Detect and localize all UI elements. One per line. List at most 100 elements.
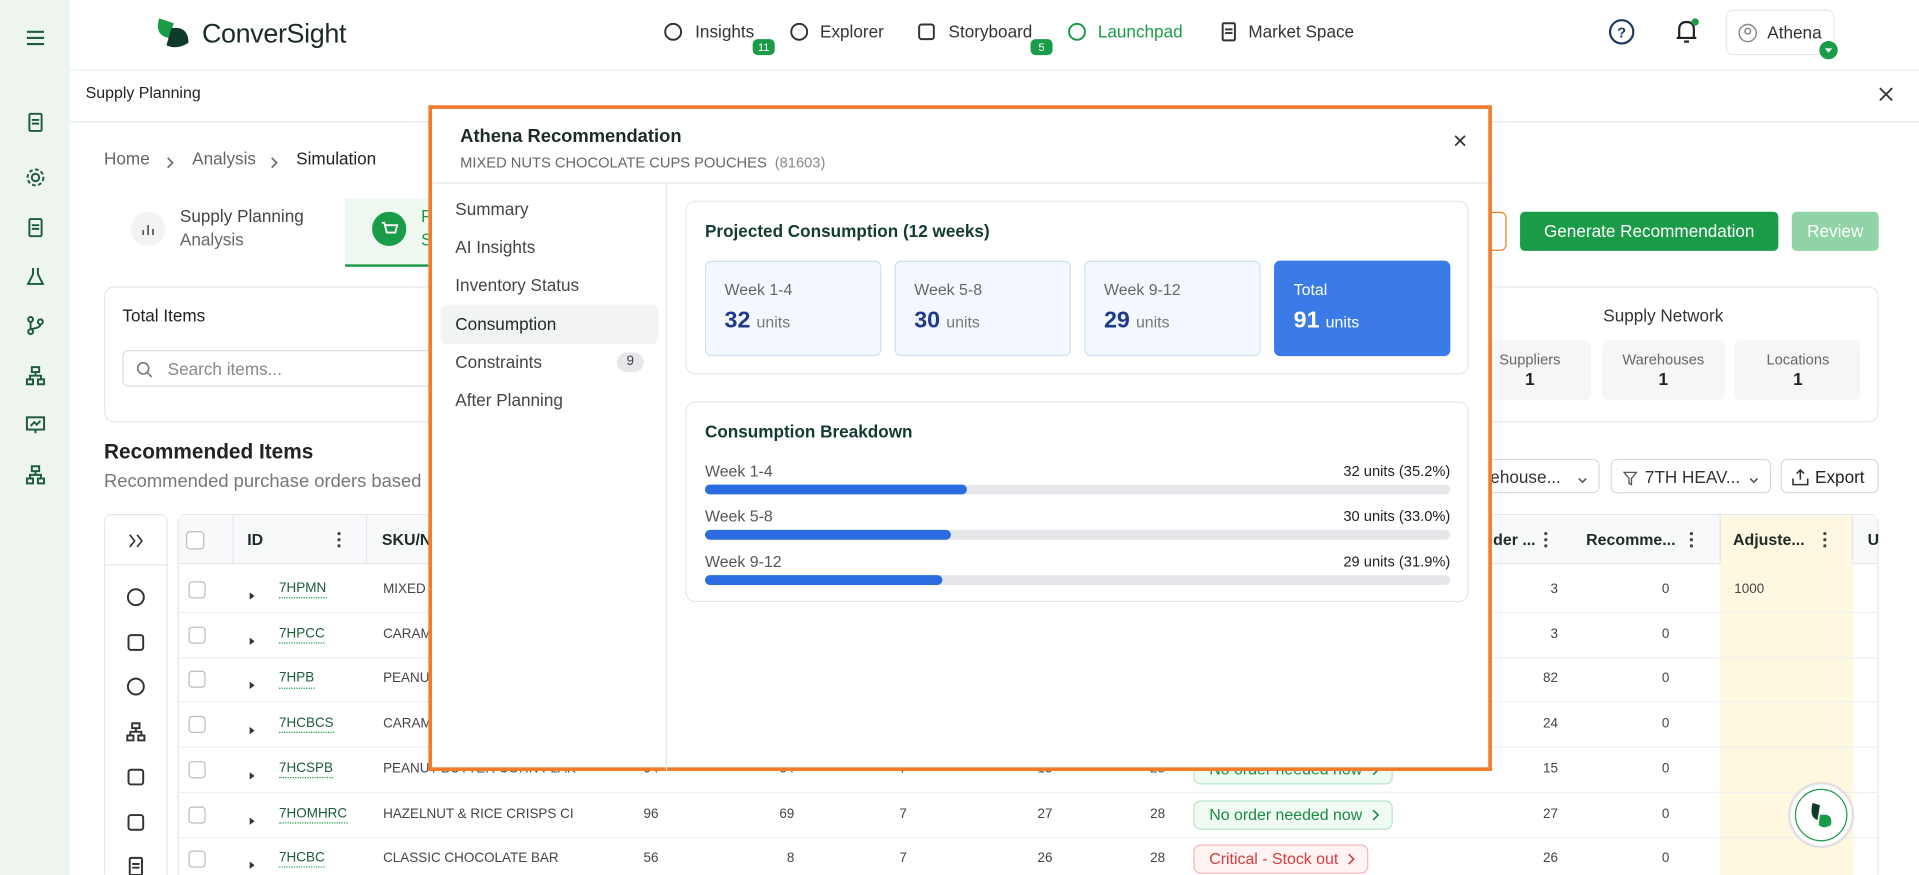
- row-id[interactable]: 7HPB: [279, 671, 315, 689]
- icon-part: [126, 678, 145, 696]
- modal-nav-item[interactable]: After Planning: [455, 389, 563, 410]
- row-expand[interactable]: [248, 630, 255, 645]
- icon[interactable]: [24, 315, 46, 337]
- icon[interactable]: [125, 631, 147, 653]
- chevron: [1372, 808, 1380, 820]
- row-expand[interactable]: [248, 765, 255, 780]
- row-checkbox[interactable]: [188, 805, 206, 824]
- row-sku: CLASSIC CHOCOLATE BAR: [383, 851, 559, 866]
- row-expand[interactable]: [248, 585, 255, 600]
- icon-part: [1792, 468, 1809, 486]
- row-checkbox[interactable]: [188, 850, 206, 868]
- bell-icon[interactable]: [1673, 17, 1700, 46]
- row-checkbox[interactable]: [188, 581, 206, 599]
- icon-part: [249, 816, 255, 825]
- nav-item[interactable]: Market Space: [1248, 21, 1355, 42]
- icon[interactable]: [125, 676, 147, 698]
- row-cell: 28: [1150, 851, 1166, 866]
- user-menu[interactable]: Athena: [1725, 9, 1835, 56]
- status-pill[interactable]: Critical - Stock out: [1193, 844, 1369, 875]
- nav-badge: 11: [757, 40, 770, 53]
- panel-close[interactable]: [1879, 86, 1894, 102]
- filter-label: rehouse...: [1484, 467, 1561, 487]
- review-button[interactable]: Review: [1791, 211, 1879, 251]
- row-order-qty: 3: [1550, 626, 1559, 642]
- icon-part: [1744, 27, 1752, 35]
- icon[interactable]: [24, 464, 46, 486]
- column-header[interactable]: ID: [247, 530, 264, 549]
- icon[interactable]: [24, 365, 46, 387]
- icon[interactable]: [24, 266, 46, 288]
- icon[interactable]: [24, 217, 46, 239]
- chat-button[interactable]: [1787, 781, 1856, 850]
- status-pill[interactable]: No order needed now: [1193, 799, 1393, 830]
- modal-nav-item[interactable]: Constraints: [455, 351, 542, 372]
- column-menu[interactable]: [1689, 531, 1694, 548]
- column-header[interactable]: U: [1867, 530, 1880, 549]
- row-cell: 27: [1037, 806, 1053, 822]
- icon[interactable]: [125, 721, 147, 743]
- row-id[interactable]: 7HCBCS: [279, 716, 334, 734]
- modal-nav-item[interactable]: Consumption: [455, 314, 557, 334]
- row-expand[interactable]: [248, 854, 255, 870]
- icon[interactable]: [24, 166, 46, 188]
- generate-button[interactable]: Generate Recommendation: [1520, 211, 1779, 251]
- icon-part: [1676, 18, 1699, 43]
- row-expand[interactable]: [248, 720, 255, 735]
- column-header[interactable]: Recomme...: [1586, 530, 1676, 549]
- modal-close[interactable]: [1454, 131, 1466, 147]
- export-button[interactable]: Export: [1780, 458, 1879, 494]
- icon-part: [337, 544, 341, 548]
- row-id[interactable]: 7HPMN: [279, 581, 327, 599]
- icon[interactable]: [24, 111, 46, 133]
- row-expand[interactable]: [248, 810, 255, 825]
- column-menu[interactable]: [1543, 531, 1548, 548]
- row-id[interactable]: 7HPCC: [279, 626, 325, 644]
- icon-part: [249, 592, 255, 600]
- nav-item[interactable]: Explorer: [820, 21, 884, 42]
- modal-nav-item[interactable]: Inventory Status: [455, 274, 580, 295]
- column-menu[interactable]: [1822, 531, 1827, 548]
- bar-track: [704, 575, 1451, 585]
- column-header[interactable]: der ...: [1493, 530, 1536, 549]
- row-id[interactable]: 7HCBC: [279, 851, 325, 869]
- row-checkbox[interactable]: [188, 671, 206, 689]
- row-checkbox[interactable]: [188, 626, 206, 644]
- row-id[interactable]: 7HOMHRC: [279, 806, 348, 824]
- column-divider: [1851, 515, 1853, 565]
- icon-part: [1689, 531, 1694, 536]
- modal-nav-item[interactable]: AI Insights: [455, 236, 536, 257]
- header-checkbox[interactable]: [186, 531, 205, 550]
- row-adjusted: 1000: [1734, 581, 1765, 597]
- icon[interactable]: [125, 856, 147, 875]
- row-checkbox[interactable]: [188, 716, 206, 734]
- modal-code: (81603): [774, 153, 826, 172]
- nav-item[interactable]: Launchpad: [1097, 21, 1183, 42]
- icon[interactable]: [125, 811, 147, 833]
- search-box[interactable]: Search items...: [122, 350, 444, 387]
- breadcrumb-item[interactable]: Home: [104, 148, 150, 169]
- menu-icon[interactable]: [24, 27, 46, 49]
- icon-part: [26, 168, 45, 187]
- icon[interactable]: [24, 414, 46, 436]
- row-checkbox[interactable]: [188, 760, 206, 779]
- column-header[interactable]: Adjuste...: [1733, 530, 1805, 549]
- nav-item[interactable]: Insights: [695, 21, 755, 42]
- row-id[interactable]: 7HCSPB: [279, 761, 333, 779]
- modal-nav-item[interactable]: Summary: [455, 198, 529, 219]
- filter-dropdown[interactable]: 7TH HEAV...: [1610, 458, 1771, 494]
- icon-part: [127, 768, 145, 786]
- row-expand[interactable]: [248, 675, 255, 690]
- column-menu[interactable]: [337, 531, 342, 548]
- icon[interactable]: [125, 766, 147, 788]
- column-header[interactable]: SKU/N: [381, 530, 432, 549]
- breadcrumb-item[interactable]: Analysis: [192, 148, 256, 169]
- card-unit: units: [946, 312, 980, 332]
- icon-part: [337, 531, 341, 536]
- expand-icon[interactable]: [127, 532, 144, 548]
- icon-part: [1068, 22, 1086, 41]
- icon[interactable]: [125, 586, 147, 608]
- help-icon[interactable]: ?: [1608, 18, 1635, 45]
- tab-title[interactable]: Supply Planning: [179, 206, 304, 226]
- nav-item[interactable]: Storyboard: [948, 21, 1033, 42]
